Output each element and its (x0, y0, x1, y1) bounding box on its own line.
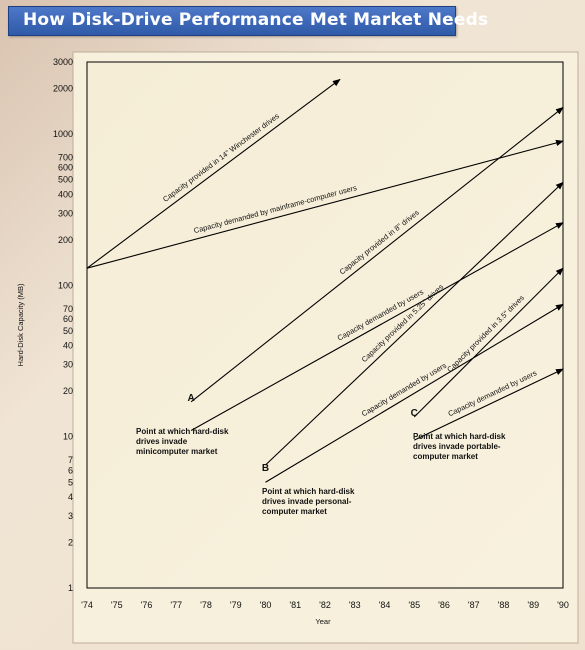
y-tick-label: 100 (58, 280, 73, 290)
x-tick-label: '76 (141, 600, 153, 610)
x-tick-label: '74 (81, 600, 93, 610)
y-axis-label: Hard-Disk Capacity (MB) (16, 283, 25, 366)
annotation-text: computer market (262, 507, 327, 516)
x-axis-label: Year (315, 617, 331, 626)
series-line (265, 303, 564, 483)
annotation-text: drives invade portable- (413, 442, 501, 451)
series-line (413, 267, 564, 418)
series-line (414, 368, 564, 441)
series-line (86, 78, 341, 269)
x-axis-ticks: '74 '75 '76 '77 '78 '79 '80 '81 '82 '83 '84 '85 '86 '… (81, 600, 569, 610)
title-bar: How Disk-Drive Performance Met Market Ne… (8, 6, 488, 36)
y-tick-label: 3 (68, 511, 73, 521)
y-tick-label: 3000 (53, 57, 73, 67)
annotation-letter: C (411, 408, 418, 419)
y-tick-label: 5 (68, 477, 73, 487)
annotation-text: computer market (413, 452, 478, 461)
x-tick-label: '85 (408, 600, 420, 610)
annotation-letter: B (262, 463, 269, 474)
annotation-text: drives invade personal- (262, 497, 352, 506)
y-tick-label: 40 (63, 341, 73, 351)
x-tick-label: '77 (170, 600, 182, 610)
chart-title: How Disk-Drive Performance Met Market Ne… (23, 10, 489, 30)
annotation-text: Point at which hard-disk (262, 487, 355, 496)
plot-area (86, 61, 564, 589)
annotation-text: Point at which hard-disk (136, 427, 229, 436)
x-tick-label: '83 (349, 600, 361, 610)
x-tick-label: '82 (319, 600, 331, 610)
y-tick-label: 400 (58, 189, 73, 199)
x-tick-label: '87 (468, 600, 480, 610)
x-tick-label: '80 (260, 600, 272, 610)
y-tick-label: 4 (68, 492, 73, 502)
y-tick-label: 7 (68, 455, 73, 465)
annotation-text: drives invade (136, 437, 188, 446)
x-tick-label: '86 (438, 600, 450, 610)
y-tick-label: 1000 (53, 129, 73, 139)
annotation-text: minicomputer market (136, 447, 218, 456)
y-tick-label: 200 (58, 235, 73, 245)
y-tick-label: 70 (63, 304, 73, 314)
y-tick-label: 1 (68, 583, 73, 593)
y-tick-label: 2000 (53, 84, 73, 94)
series-line (190, 222, 564, 431)
y-tick-label: 60 (63, 314, 73, 324)
y-tick-label: 6 (68, 465, 73, 475)
x-tick-label: '78 (200, 600, 212, 610)
annotation-letter: A (188, 393, 195, 404)
y-tick-label: 500 (58, 175, 73, 185)
x-tick-label: '84 (379, 600, 391, 610)
x-tick-label: '81 (289, 600, 301, 610)
y-tick-label: 600 (58, 163, 73, 173)
y-tick-label: 700 (58, 153, 73, 163)
x-tick-label: '88 (498, 600, 510, 610)
series-line (265, 181, 564, 466)
y-tick-label: 2 (68, 537, 73, 547)
x-tick-label: '75 (111, 600, 123, 610)
annotation-text: Point at which hard-disk (413, 432, 506, 441)
x-tick-label: '90 (557, 600, 569, 610)
y-tick-label: 300 (58, 208, 73, 218)
x-tick-label: '79 (230, 600, 242, 610)
y-tick-label: 50 (63, 326, 73, 336)
y-tick-label: 10 (63, 432, 73, 442)
series-line (190, 106, 564, 403)
y-tick-label: 20 (63, 386, 73, 396)
x-tick-label: '89 (527, 600, 539, 610)
y-tick-label: 30 (63, 360, 73, 370)
series-line (86, 139, 564, 269)
